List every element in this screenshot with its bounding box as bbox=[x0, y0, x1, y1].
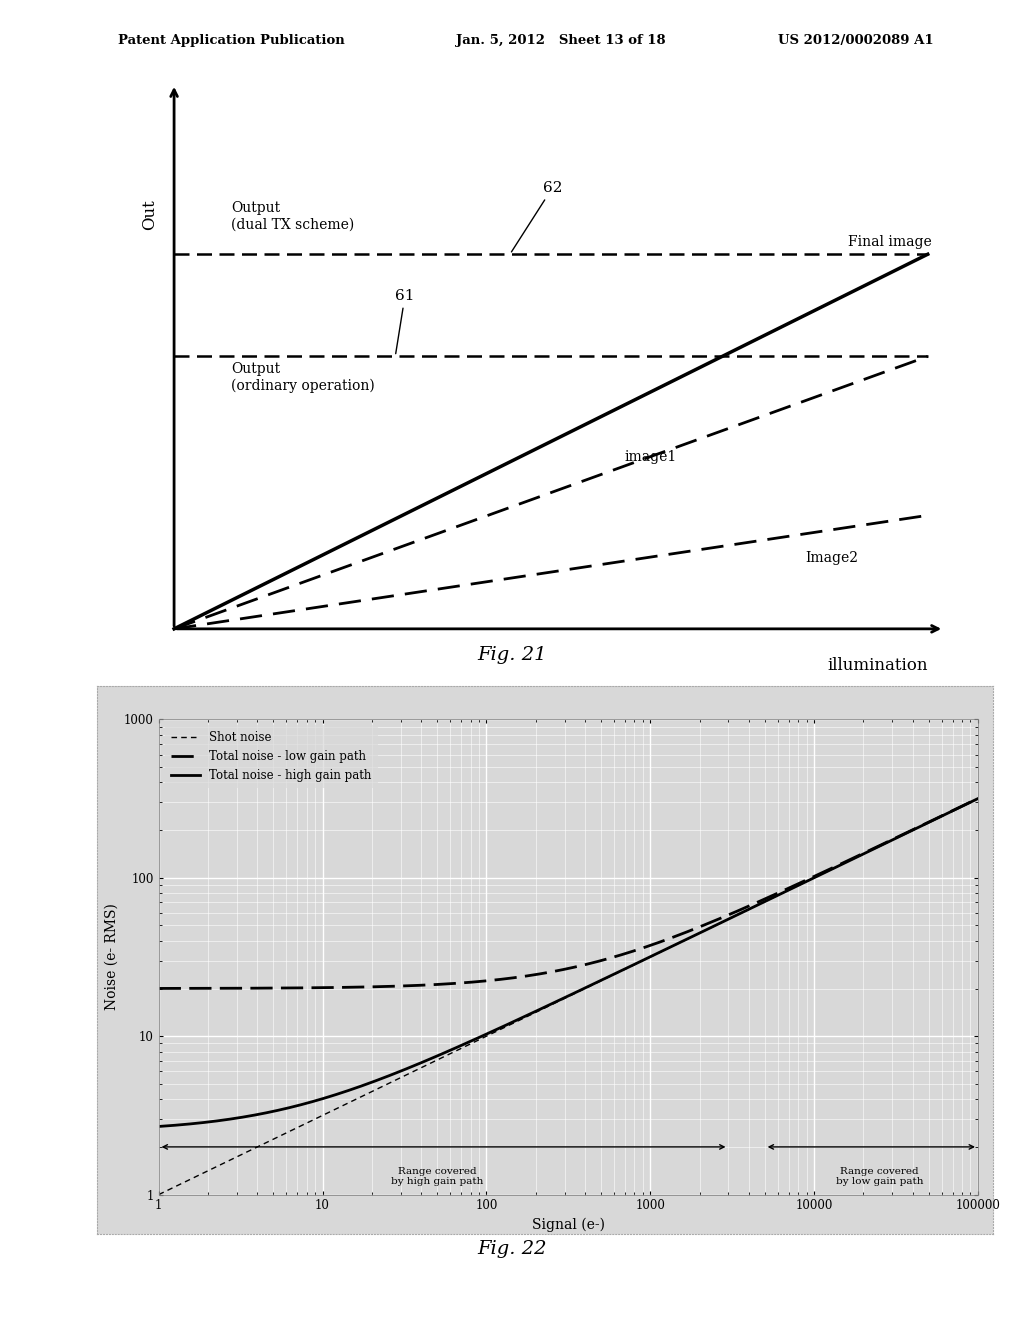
Text: Image2: Image2 bbox=[805, 552, 858, 565]
Total noise - low gain path bbox=[715, 909, 727, 925]
Text: Out: Out bbox=[141, 199, 158, 230]
Total noise - low gain path bbox=[972, 791, 984, 807]
Shot noise bbox=[153, 1187, 165, 1203]
Total noise - high gain path bbox=[972, 791, 984, 807]
Y-axis label: Noise (e- RMS): Noise (e- RMS) bbox=[104, 904, 119, 1010]
Total noise - low gain path bbox=[513, 969, 525, 985]
Text: Patent Application Publication: Patent Application Publication bbox=[118, 34, 344, 48]
Total noise - high gain path bbox=[237, 1109, 249, 1125]
Total noise - low gain path bbox=[806, 870, 818, 886]
Text: Range covered
by high gain path: Range covered by high gain path bbox=[391, 1167, 483, 1187]
Text: image1: image1 bbox=[625, 450, 677, 465]
Total noise - high gain path bbox=[153, 1118, 165, 1134]
Text: illumination: illumination bbox=[827, 657, 928, 675]
Line: Shot noise: Shot noise bbox=[159, 799, 978, 1195]
Text: US 2012/0002089 A1: US 2012/0002089 A1 bbox=[778, 34, 934, 48]
Total noise - high gain path bbox=[792, 878, 804, 894]
Text: Fig. 22: Fig. 22 bbox=[477, 1239, 547, 1258]
Shot noise bbox=[972, 791, 984, 807]
Shot noise bbox=[513, 1012, 525, 1028]
Text: Jan. 5, 2012   Sheet 13 of 18: Jan. 5, 2012 Sheet 13 of 18 bbox=[456, 34, 666, 48]
Line: Total noise - low gain path: Total noise - low gain path bbox=[159, 799, 978, 989]
Total noise - low gain path bbox=[153, 981, 165, 997]
Legend: Shot noise, Total noise - low gain path, Total noise - high gain path: Shot noise, Total noise - low gain path,… bbox=[165, 725, 378, 788]
Total noise - high gain path bbox=[806, 871, 818, 887]
Text: 62: 62 bbox=[511, 181, 562, 252]
Shot noise bbox=[806, 871, 818, 887]
Text: Fig. 21: Fig. 21 bbox=[477, 645, 547, 664]
Total noise - low gain path bbox=[237, 981, 249, 997]
Total noise - low gain path bbox=[484, 973, 497, 989]
Shot noise bbox=[715, 915, 727, 931]
Text: Output
(ordinary operation): Output (ordinary operation) bbox=[231, 362, 375, 393]
Text: Final image: Final image bbox=[848, 235, 932, 248]
Total noise - high gain path bbox=[484, 1024, 497, 1040]
Total noise - high gain path bbox=[715, 915, 727, 931]
Shot noise bbox=[237, 1146, 249, 1162]
Total noise - low gain path bbox=[792, 876, 804, 892]
Text: Output
(dual TX scheme): Output (dual TX scheme) bbox=[231, 202, 354, 231]
Text: 61: 61 bbox=[395, 289, 415, 354]
Line: Total noise - high gain path: Total noise - high gain path bbox=[159, 799, 978, 1126]
Shot noise bbox=[484, 1027, 497, 1043]
X-axis label: Signal (e-): Signal (e-) bbox=[531, 1218, 605, 1233]
Shot noise bbox=[792, 878, 804, 894]
Text: Range covered
by low gain path: Range covered by low gain path bbox=[836, 1167, 923, 1187]
Total noise - high gain path bbox=[513, 1011, 525, 1027]
